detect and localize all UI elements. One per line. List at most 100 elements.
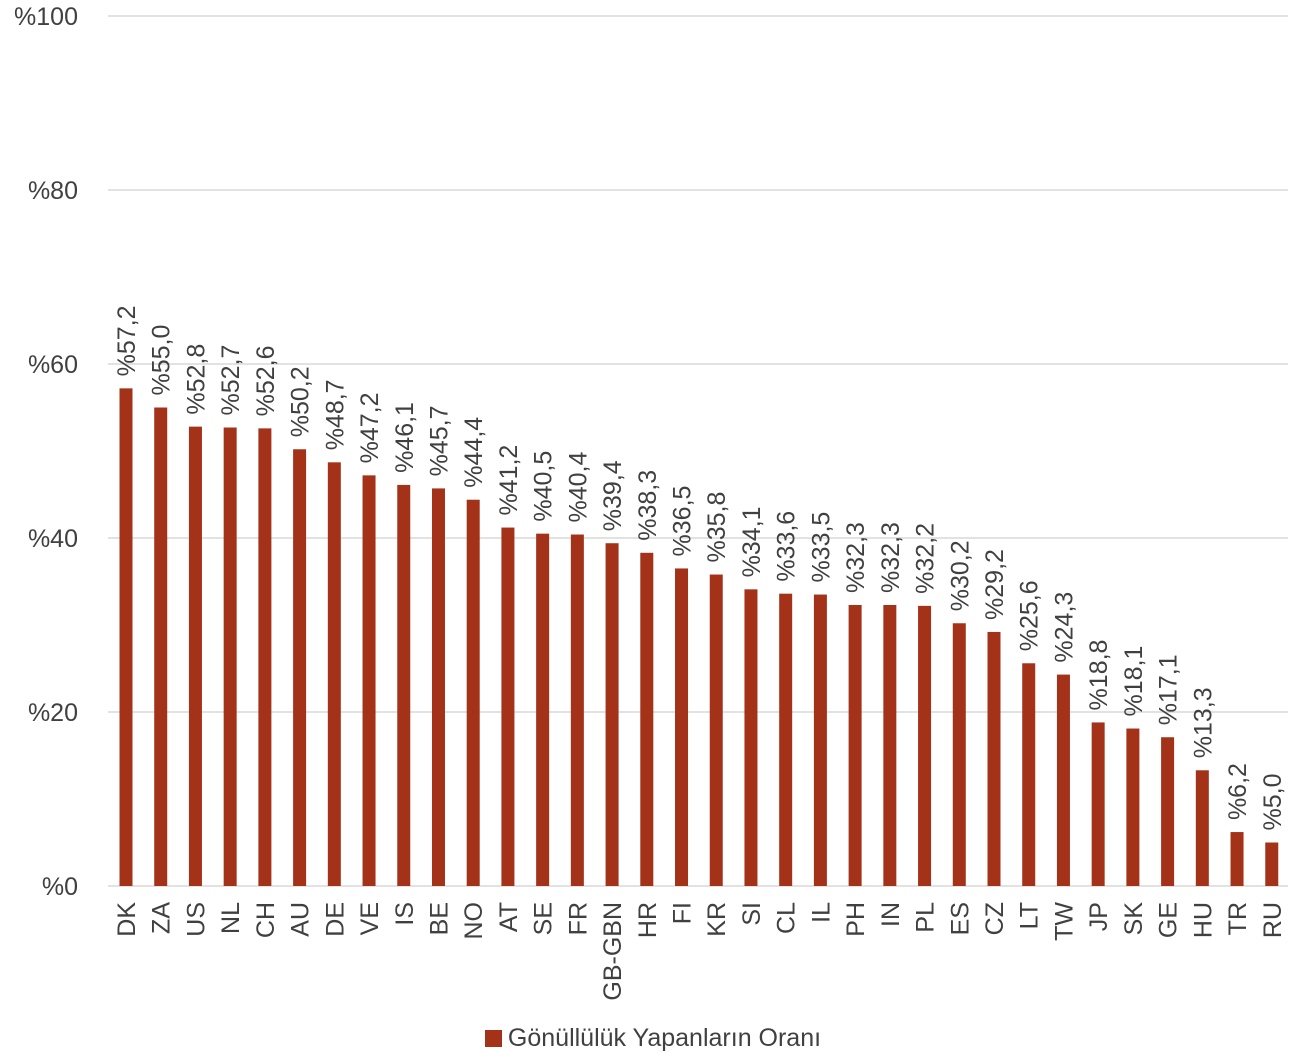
x-tick-label: AT xyxy=(495,902,523,932)
bar xyxy=(849,605,862,886)
data-label: %46,1 xyxy=(391,402,419,473)
data-label: %52,6 xyxy=(252,345,280,416)
y-tick-label: %20 xyxy=(28,699,78,727)
data-label: %40,4 xyxy=(564,452,592,523)
x-tick-label: PH xyxy=(842,902,870,937)
bar xyxy=(293,449,306,886)
bar xyxy=(363,475,376,886)
data-label: %41,2 xyxy=(495,445,523,516)
x-tick-label: CZ xyxy=(981,902,1009,935)
bar xyxy=(571,535,584,886)
x-tick-label: AU xyxy=(287,902,315,937)
bar xyxy=(258,428,271,886)
data-label: %17,1 xyxy=(1155,654,1183,725)
bar xyxy=(536,534,549,886)
bar xyxy=(1022,663,1035,886)
bar xyxy=(640,553,653,886)
bar xyxy=(120,388,133,886)
x-tick-label: KR xyxy=(703,902,731,937)
data-label: %38,3 xyxy=(634,470,662,541)
bar xyxy=(883,605,896,886)
x-tick-label: GE xyxy=(1155,902,1183,938)
x-tick-label: RU xyxy=(1259,902,1287,938)
bar xyxy=(814,595,827,886)
x-tick-label: NO xyxy=(460,902,488,940)
x-tick-label: ZA xyxy=(148,902,176,934)
legend-label: Gönüllülük Yapanların Oranı xyxy=(508,1024,821,1052)
bar xyxy=(467,500,480,886)
data-label: %48,7 xyxy=(321,379,349,450)
bar xyxy=(953,623,966,886)
bar xyxy=(1161,737,1174,886)
bar xyxy=(224,428,237,886)
y-tick-label: %60 xyxy=(28,351,78,379)
data-label: %52,7 xyxy=(217,345,245,416)
data-label: %34,1 xyxy=(738,506,766,577)
legend: Gönüllülük Yapanların Oranı xyxy=(0,1024,1306,1053)
x-tick-label: TR xyxy=(1224,902,1252,935)
data-label: %13,3 xyxy=(1189,687,1217,758)
bar xyxy=(744,589,757,886)
y-tick-label: %80 xyxy=(28,177,78,205)
bar xyxy=(1057,675,1070,886)
data-label: %40,5 xyxy=(530,451,558,522)
x-tick-label: PL xyxy=(912,902,940,933)
data-label: %33,6 xyxy=(773,511,801,582)
data-label: %35,8 xyxy=(703,492,731,563)
x-tick-label: CL xyxy=(773,902,801,934)
data-label: %36,5 xyxy=(669,486,697,557)
data-label: %18,8 xyxy=(1085,640,1113,711)
bar xyxy=(189,427,202,886)
bar xyxy=(1126,729,1139,886)
x-tick-label: BE xyxy=(425,902,453,935)
data-label: %32,3 xyxy=(842,522,870,593)
data-label: %50,2 xyxy=(287,366,315,437)
data-label: %44,4 xyxy=(460,417,488,488)
x-tick-label: FI xyxy=(669,902,697,924)
bar xyxy=(397,485,410,886)
bar xyxy=(1265,843,1278,887)
x-tick-label: GB-GBN xyxy=(599,902,627,1001)
bar xyxy=(432,488,445,886)
bar xyxy=(675,568,688,886)
x-tick-label: US xyxy=(182,902,210,937)
bar xyxy=(1092,722,1105,886)
data-label: %24,3 xyxy=(1050,592,1078,663)
bar xyxy=(779,594,792,886)
data-label: %25,6 xyxy=(1016,580,1044,651)
bar xyxy=(1231,832,1244,886)
data-label: %6,2 xyxy=(1224,763,1252,820)
bar xyxy=(606,543,619,886)
data-label: %32,2 xyxy=(912,523,940,594)
y-tick-label: %100 xyxy=(14,3,78,31)
x-tick-label: SI xyxy=(738,902,766,926)
data-label: %52,8 xyxy=(182,344,210,415)
x-tick-label: NL xyxy=(217,902,245,934)
data-label: %29,2 xyxy=(981,549,1009,620)
y-tick-label: %40 xyxy=(28,525,78,553)
x-tick-label: HR xyxy=(634,902,662,938)
data-label: %57,2 xyxy=(113,305,141,376)
bar xyxy=(710,575,723,886)
bar xyxy=(988,632,1001,886)
data-label: %47,2 xyxy=(356,392,384,463)
x-tick-label: CH xyxy=(252,902,280,938)
x-tick-label: IL xyxy=(807,902,835,923)
bar xyxy=(918,606,931,886)
x-tick-label: TW xyxy=(1050,902,1078,941)
x-tick-label: DE xyxy=(321,902,349,937)
x-tick-label: IN xyxy=(877,902,905,927)
bar xyxy=(1196,770,1209,886)
bar xyxy=(501,528,514,886)
data-label: %39,4 xyxy=(599,460,627,531)
x-tick-label: HU xyxy=(1189,902,1217,938)
x-tick-label: FR xyxy=(564,902,592,935)
data-label: %5,0 xyxy=(1259,774,1287,831)
x-tick-label: IS xyxy=(391,902,419,926)
x-tick-label: SE xyxy=(530,902,558,935)
x-tick-label: LT xyxy=(1016,902,1044,929)
data-label: %30,2 xyxy=(946,540,974,611)
x-tick-label: JP xyxy=(1085,902,1113,931)
data-label: %33,5 xyxy=(807,512,835,583)
